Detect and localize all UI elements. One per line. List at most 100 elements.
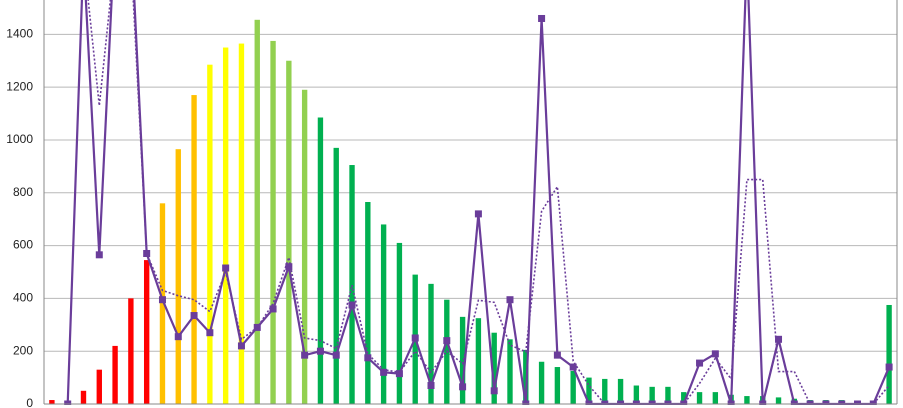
bar [744, 396, 750, 404]
bar [128, 298, 134, 404]
bar [191, 95, 197, 404]
bar [649, 386, 655, 404]
y-tick-label: 800 [13, 185, 33, 199]
line-marker [632, 400, 640, 405]
bar [207, 64, 213, 404]
bar [570, 370, 576, 404]
bar [886, 304, 892, 404]
y-tick-label: 200 [13, 343, 33, 357]
line-marker [490, 387, 498, 395]
line-marker [585, 400, 593, 405]
line-marker [474, 210, 482, 218]
line-marker [806, 400, 814, 405]
bar [380, 224, 387, 404]
line-marker [380, 368, 388, 376]
bar [428, 283, 434, 404]
line-marker [285, 263, 293, 271]
line-marker [364, 354, 372, 362]
bar [459, 316, 466, 404]
line-marker [569, 363, 577, 371]
bar [523, 349, 529, 404]
bar [475, 318, 482, 404]
bar [96, 369, 102, 404]
line-marker [553, 351, 561, 359]
bar [254, 19, 260, 404]
line-marker [538, 14, 546, 22]
bar [49, 400, 55, 404]
bar [491, 332, 497, 404]
bar [775, 397, 782, 404]
bar [175, 149, 181, 404]
bar [333, 147, 339, 405]
y-tick-label: 1200 [6, 79, 33, 93]
line-marker [601, 400, 609, 405]
line-marker [664, 400, 672, 405]
line-marker [332, 351, 340, 359]
line-marker [885, 363, 893, 371]
line-marker [237, 342, 245, 350]
line-marker [348, 301, 356, 309]
line-marker [269, 305, 277, 313]
bar [396, 242, 403, 404]
line-marker [617, 400, 625, 405]
line-marker [158, 296, 166, 304]
grid [44, 33, 897, 405]
line-marker [759, 400, 767, 405]
line-marker [427, 382, 435, 390]
line-marker [838, 400, 846, 405]
y-tick-label: 0 [26, 396, 33, 408]
line-marker [459, 383, 467, 391]
lines [64, 0, 893, 405]
line-marker [711, 350, 719, 358]
bar [554, 367, 561, 404]
line-marker [522, 400, 530, 405]
line-marker [95, 251, 103, 259]
line-marker [775, 335, 783, 343]
line-marker [411, 334, 419, 342]
line-marker [395, 370, 403, 378]
line-series [87, 0, 890, 405]
bar [349, 165, 355, 404]
bar [602, 378, 608, 404]
line-marker [443, 337, 451, 345]
bar [317, 117, 324, 404]
line-marker [790, 400, 798, 405]
y-tick-label: 400 [13, 291, 33, 305]
bar [586, 377, 592, 404]
bar [665, 386, 671, 404]
bar [617, 378, 624, 404]
bar [507, 339, 513, 404]
line-marker [174, 333, 182, 341]
bar [159, 203, 166, 404]
line-marker [301, 351, 309, 359]
bar [633, 385, 640, 404]
line-marker [64, 400, 72, 405]
line-marker [696, 359, 704, 367]
line-marker [648, 400, 656, 405]
line-marker [727, 400, 735, 405]
line-marker [316, 347, 324, 355]
line-marker [869, 400, 877, 405]
bar [681, 392, 687, 404]
y-tick-label: 1400 [6, 26, 33, 40]
bar [365, 202, 371, 404]
line-marker [222, 264, 230, 272]
line-marker [822, 400, 830, 405]
y-tick-label: 1000 [6, 132, 33, 146]
bar [112, 345, 118, 404]
bar [696, 392, 703, 404]
line-marker [190, 312, 198, 320]
bar [301, 89, 308, 405]
bar [222, 47, 229, 404]
bar [238, 43, 245, 404]
bar [143, 260, 150, 404]
bar [80, 390, 87, 404]
y-tick-label: 600 [13, 238, 33, 252]
bar [270, 40, 276, 405]
line-marker [680, 400, 688, 405]
line-marker [506, 296, 514, 304]
bar [538, 361, 545, 404]
bar [712, 392, 719, 404]
line-marker [206, 329, 214, 337]
